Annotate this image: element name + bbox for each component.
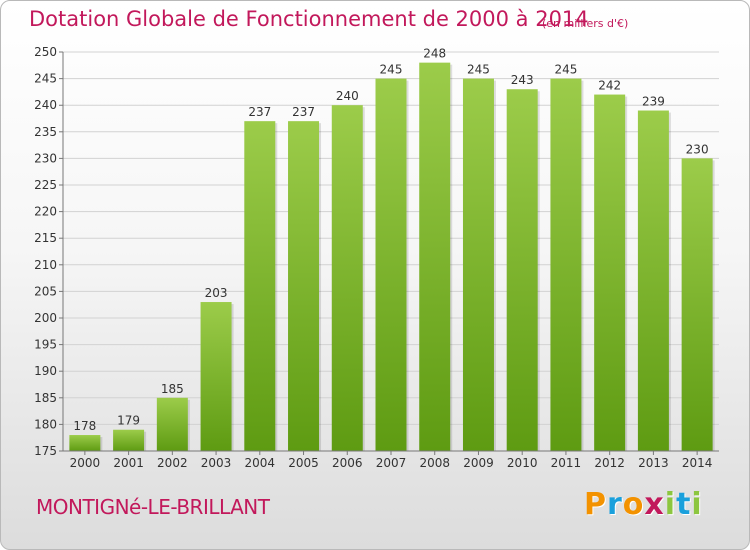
x-tick-label: 2005 — [288, 456, 319, 470]
logo-letter: x — [644, 487, 665, 522]
data-label: 237 — [248, 105, 271, 119]
commune-name: MONTIGNé-LE-BRILLANT — [36, 495, 270, 519]
bar — [681, 158, 713, 451]
x-tick-label: 2014 — [682, 456, 713, 470]
data-label: 243 — [511, 73, 534, 87]
bar — [506, 89, 538, 452]
bar — [462, 78, 494, 451]
logo-letter: r — [607, 487, 623, 522]
y-tick-label: 200 — [34, 311, 57, 325]
x-tick-label: 2010 — [507, 456, 538, 470]
axes: 175 180 185 190 195 200 205 210 215 220 225 230 235 2… — [34, 45, 719, 470]
bar — [419, 62, 451, 451]
data-label: 240 — [336, 89, 359, 103]
y-tick-label: 185 — [34, 391, 57, 405]
data-label: 239 — [642, 95, 665, 109]
logo-letter: t — [676, 487, 692, 522]
x-tick-label: 2000 — [70, 456, 101, 470]
x-tick-label: 2007 — [376, 456, 407, 470]
data-label: 242 — [598, 79, 621, 93]
logo-letter: i — [691, 487, 703, 522]
y-tick-label: 225 — [34, 178, 57, 192]
logo-letter: P — [584, 487, 607, 522]
x-tick-label: 2004 — [245, 456, 276, 470]
y-tick-label: 230 — [34, 151, 57, 165]
bar — [113, 429, 145, 451]
data-label: 248 — [423, 47, 446, 61]
x-tick-label: 2013 — [638, 456, 669, 470]
bar — [594, 94, 626, 451]
x-tick-label: 2002 — [157, 456, 188, 470]
bar — [331, 105, 363, 451]
proxiti-logo: Proxiti — [584, 487, 703, 522]
y-tick-label: 190 — [34, 364, 57, 378]
y-tick-label: 235 — [34, 125, 57, 139]
bar — [244, 121, 276, 451]
x-tick-label: 2011 — [551, 456, 582, 470]
data-label: 178 — [73, 419, 96, 433]
data-label: 245 — [467, 63, 490, 77]
x-tick-label: 2012 — [594, 456, 625, 470]
data-label: 179 — [117, 414, 140, 428]
y-tick-label: 240 — [34, 98, 57, 112]
y-tick-label: 250 — [34, 45, 57, 59]
bar — [200, 302, 232, 451]
y-tick-label: 195 — [34, 338, 57, 352]
chart-subtitle: (en milliers d'€) — [542, 17, 629, 30]
data-label: 230 — [686, 142, 709, 156]
data-label: 245 — [554, 63, 577, 77]
y-tick-label: 205 — [34, 284, 57, 298]
data-label: 245 — [380, 63, 403, 77]
y-tick-label: 210 — [34, 258, 57, 272]
y-tick-label: 180 — [34, 417, 57, 431]
bar — [550, 78, 582, 451]
x-tick-label: 2003 — [201, 456, 232, 470]
bar — [637, 110, 669, 452]
y-tick-label: 215 — [34, 231, 57, 245]
x-tick-label: 2008 — [419, 456, 450, 470]
y-tick-label: 220 — [34, 205, 57, 219]
x-tick-label: 2009 — [463, 456, 494, 470]
x-tick-label: 2006 — [332, 456, 363, 470]
chart-title: Dotation Globale de Fonctionnement de 20… — [29, 7, 589, 31]
bars: 178 179 185 203 237 237 240 245 248 245 243 245 242 2… — [69, 47, 715, 452]
logo-letter: i — [664, 487, 677, 522]
bar — [288, 121, 320, 451]
y-tick-label: 245 — [34, 72, 57, 86]
data-label: 185 — [161, 382, 184, 396]
bar — [375, 78, 407, 451]
data-label: 203 — [205, 286, 228, 300]
logo-letter: o — [622, 487, 645, 522]
bar — [156, 397, 188, 451]
y-tick-label: 175 — [34, 444, 57, 458]
bar — [69, 435, 101, 451]
data-label: 237 — [292, 105, 315, 119]
x-tick-label: 2001 — [113, 456, 144, 470]
